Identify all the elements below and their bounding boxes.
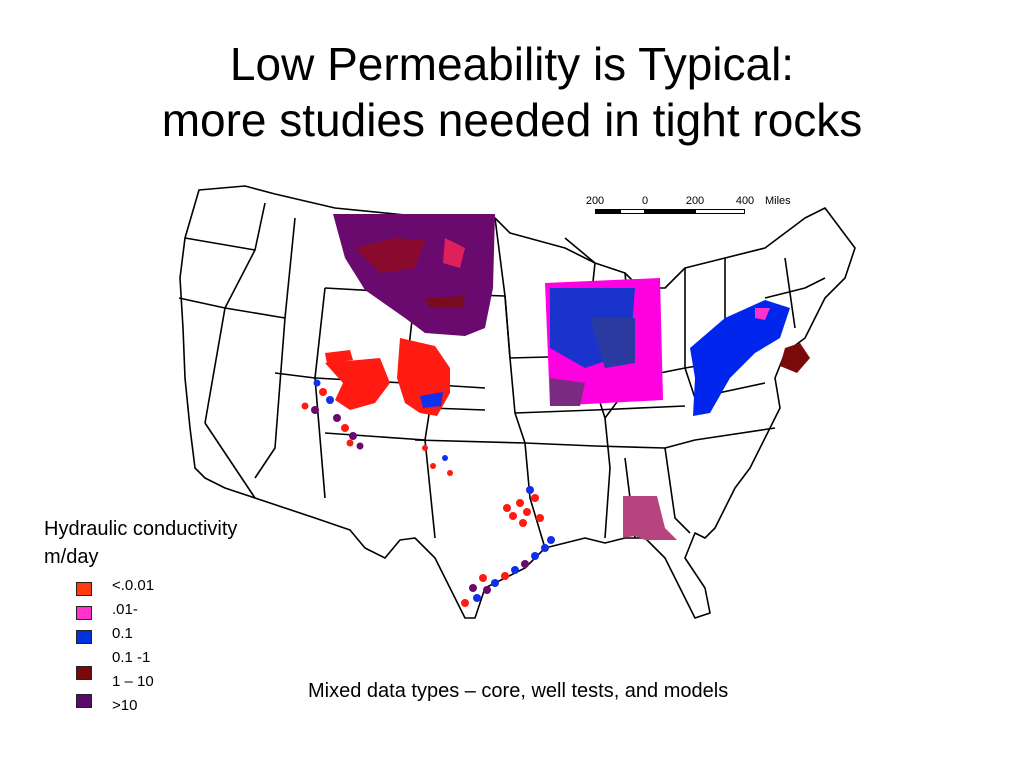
legend-label: 1 – 10	[112, 673, 154, 690]
region-gulf	[623, 496, 677, 540]
state-boundaries	[178, 185, 856, 619]
scale-bar: 200 0 200 400 Miles	[583, 195, 813, 225]
scale-unit: Miles	[765, 195, 791, 207]
us-outline	[179, 185, 856, 619]
legend-label: <.0.01	[112, 577, 155, 594]
legend-title-line-2: m/day	[44, 546, 99, 568]
scale-segment	[645, 209, 695, 214]
scale-tick-label: 0	[641, 195, 649, 207]
legend-swatch	[76, 694, 92, 708]
legend-label: >10	[112, 697, 138, 714]
scale-segment	[595, 209, 620, 214]
legend-title-line-1: Hydraulic conductivity	[44, 518, 238, 540]
legend-swatch	[76, 630, 92, 644]
region-williston	[333, 214, 495, 336]
scale-segment	[620, 209, 645, 214]
sample-points	[301, 379, 555, 607]
scale-tick-label: 200	[585, 195, 605, 207]
region-uinta	[325, 358, 390, 410]
footnote: Mixed data types – core, well tests, and…	[308, 680, 729, 702]
scale-tick-label: 200	[685, 195, 705, 207]
scale-segment	[695, 209, 745, 214]
legend-label: .01-	[112, 601, 138, 618]
region-williston-dark	[355, 238, 425, 273]
title-line-1: Low Permeability is Typical:	[229, 38, 795, 90]
legend-swatch	[76, 606, 92, 620]
us-map	[178, 185, 856, 619]
region-appalachian	[690, 300, 790, 416]
legend-title: Hydraulic conductivity m/day	[44, 515, 237, 571]
conductivity-regions	[325, 214, 810, 540]
legend-label: 0.1	[112, 625, 133, 642]
legend-swatch	[76, 666, 92, 680]
scale-tick-label: 400	[735, 195, 755, 207]
region-newark	[780, 343, 810, 373]
title-line-2: more studies needed in tight rocks	[161, 94, 863, 146]
legend-swatch	[76, 582, 92, 596]
slide-title: Low Permeability is Typical: more studie…	[0, 36, 1024, 148]
legend-label: 0.1 -1	[112, 649, 151, 666]
